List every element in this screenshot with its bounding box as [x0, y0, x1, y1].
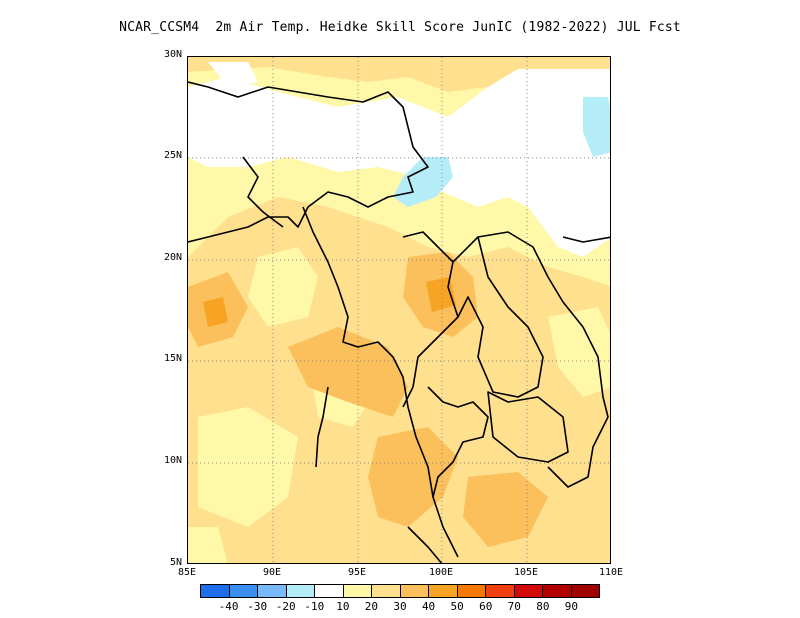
field-30-40-center [288, 327, 408, 417]
field-cyan-center [393, 157, 453, 207]
field-40-50-west [203, 297, 228, 327]
field-yellow-patch-1 [248, 247, 318, 327]
colorbar-swatch [457, 585, 486, 597]
lon-label-95e: 95E [347, 567, 367, 578]
colorbar-label: -20 [275, 600, 296, 613]
lat-label-25n: 25N [163, 150, 182, 161]
colorbar [200, 584, 600, 598]
coastlines-and-borders [188, 81, 610, 563]
map-title: NCAR_CCSM4 2m Air Temp. Heidke Skill Sco… [119, 20, 681, 35]
colorbar-swatch [286, 585, 315, 597]
field-cyan-ne [583, 97, 610, 157]
colorbar-label: 70 [507, 600, 521, 613]
lat-label-5n: 5N [169, 557, 182, 568]
colorbar-label: 40 [421, 600, 436, 613]
field-orange-top [188, 57, 610, 92]
lat-label-10n: 10N [163, 455, 182, 466]
field-white-north [188, 67, 610, 257]
colorbar-label: -10 [304, 600, 325, 613]
colorbar-label: 50 [450, 600, 464, 613]
colorbar-swatch [343, 585, 372, 597]
lon-label-110e: 110E [598, 567, 624, 578]
lat-label-15n: 15N [163, 353, 182, 364]
colorbar-label: 30 [393, 600, 407, 613]
lon-label-105e: 105E [513, 567, 539, 578]
colorbar-swatch [571, 585, 599, 597]
colorbar-label: -40 [218, 600, 239, 613]
field-yellow-patch-5 [548, 307, 610, 397]
colorbar-swatch [201, 585, 230, 597]
colorbar-swatch [543, 585, 572, 597]
field-white-nw [208, 62, 258, 87]
colorbar-swatch [400, 585, 429, 597]
colorbar-label: 20 [364, 600, 379, 613]
colorbar-swatch [258, 585, 287, 597]
colorbar-label: 10 [336, 600, 350, 613]
lon-label-100e: 100E [428, 567, 454, 578]
colorbar-label: 90 [564, 600, 579, 613]
graticule [188, 57, 610, 563]
lat-label-30n: 30N [163, 49, 182, 60]
lon-label-90e: 90E [262, 567, 282, 578]
field-yellow-patch-4 [188, 527, 228, 563]
field-30-40-se [463, 472, 548, 547]
lon-label-85e: 85E [177, 567, 197, 578]
colorbar-swatch [372, 585, 401, 597]
colorbar-label: 60 [479, 600, 493, 613]
lat-label-20n: 20N [163, 252, 182, 263]
colorbar-label: -30 [247, 600, 268, 613]
colorbar-label: 80 [536, 600, 550, 613]
colorbar-swatch [486, 585, 515, 597]
colorbar-swatch [315, 585, 344, 597]
map-plot-area [187, 56, 611, 564]
colorbar-swatch [514, 585, 543, 597]
skill-score-map [188, 57, 610, 563]
colorbar-swatch [429, 585, 458, 597]
colorbar-swatch [229, 585, 258, 597]
